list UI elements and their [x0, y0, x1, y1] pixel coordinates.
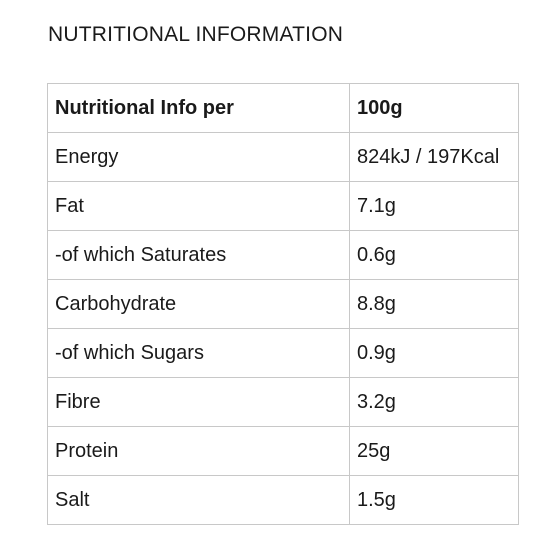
nutrient-value: 0.6g	[349, 230, 519, 280]
nutrition-table: Nutritional Info per 100g Energy 824kJ /…	[47, 83, 519, 525]
nutrient-label: -of which Sugars	[47, 328, 350, 378]
table-row-energy: Energy 824kJ / 197Kcal	[47, 132, 519, 182]
nutrient-label: Fibre	[47, 377, 350, 427]
nutrient-label: Fat	[47, 181, 350, 231]
header-label-cell: Nutritional Info per	[47, 83, 350, 133]
table-row-fibre: Fibre 3.2g	[47, 377, 519, 427]
nutrient-value: 8.8g	[349, 279, 519, 329]
nutrient-value: 3.2g	[349, 377, 519, 427]
nutrient-label: Protein	[47, 426, 350, 476]
nutrient-value: 0.9g	[349, 328, 519, 378]
table-row-protein: Protein 25g	[47, 426, 519, 476]
table-header-row: Nutritional Info per 100g	[47, 83, 519, 133]
page-title: NUTRITIONAL INFORMATION	[48, 23, 344, 46]
header-value-cell: 100g	[349, 83, 519, 133]
nutrient-value: 1.5g	[349, 475, 519, 525]
nutrient-label: Salt	[47, 475, 350, 525]
table-row-saturates: -of which Saturates 0.6g	[47, 230, 519, 280]
nutrient-label: Carbohydrate	[47, 279, 350, 329]
table-row-sugars: -of which Sugars 0.9g	[47, 328, 519, 378]
nutrient-label: Energy	[47, 132, 350, 182]
nutrient-value: 7.1g	[349, 181, 519, 231]
nutrient-label: -of which Saturates	[47, 230, 350, 280]
nutrient-value: 824kJ / 197Kcal	[349, 132, 519, 182]
table-row-fat: Fat 7.1g	[47, 181, 519, 231]
table-row-salt: Salt 1.5g	[47, 475, 519, 525]
nutrient-value: 25g	[349, 426, 519, 476]
table-row-carbohydrate: Carbohydrate 8.8g	[47, 279, 519, 329]
